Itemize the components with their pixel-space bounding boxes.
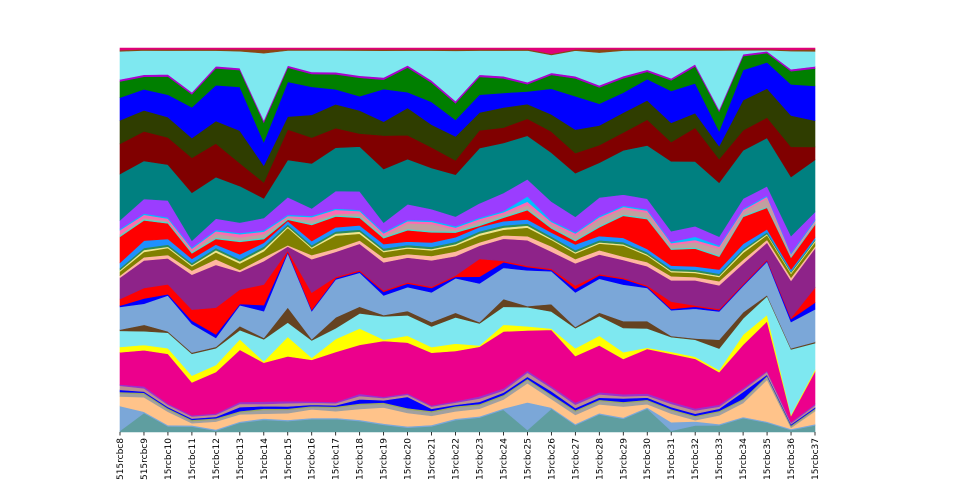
x-tick-label: 515rcbc16 <box>308 438 318 480</box>
x-tick-label: 515rcbc10 <box>164 438 174 480</box>
x-tick-label: 515rcbc14 <box>260 438 270 480</box>
x-tick-label: 515rcbc31 <box>667 438 677 480</box>
x-tick-label: 515rcbc35 <box>763 438 773 480</box>
x-tick-label: 515rcbc8 <box>116 438 126 480</box>
x-tick-label: 515rcbc28 <box>595 438 605 480</box>
x-tick-label: 515rcbc21 <box>428 438 438 480</box>
x-tick-label: 515rcbc23 <box>475 438 485 480</box>
x-tick-label: 515rcbc22 <box>452 438 462 480</box>
x-tick-label: 515rcbc33 <box>715 438 725 480</box>
x-tick-label: 515rcbc25 <box>523 438 533 480</box>
area-layers <box>119 47 816 433</box>
x-tick-label: 515rcbc29 <box>619 438 629 480</box>
x-tick-label: 515rcbc9 <box>140 438 150 480</box>
x-tick-label: 515rcbc24 <box>499 438 509 480</box>
x-tick-label: 515rcbc32 <box>691 438 701 480</box>
area-series-36 <box>119 47 816 55</box>
x-tick-label: 515rcbc27 <box>571 438 581 480</box>
x-tick-label: 515rcbc20 <box>404 438 414 480</box>
x-axis: 515rcbc8 515rcbc9 515rcbc10 515rcbc11 515rcb… <box>116 432 821 480</box>
x-tick-label: 515rcbc13 <box>236 438 246 480</box>
x-tick-label: 515rcbc15 <box>284 438 294 480</box>
x-tick-label: 515rcbc18 <box>356 438 366 480</box>
x-tick-label: 515rcbc12 <box>212 438 222 480</box>
x-tick-label: 515rcbc30 <box>643 438 653 480</box>
x-tick-label: 515rcbc36 <box>787 438 797 480</box>
x-tick-label: 515rcbc19 <box>380 438 390 480</box>
x-tick-label: 515rcbc26 <box>547 438 557 480</box>
x-tick-label: 515rcbc17 <box>332 438 342 480</box>
x-tick-label: 515rcbc34 <box>739 438 749 480</box>
x-tick-label: 515rcbc11 <box>188 438 198 480</box>
x-tick-label: 515rcbc37 <box>811 438 821 480</box>
